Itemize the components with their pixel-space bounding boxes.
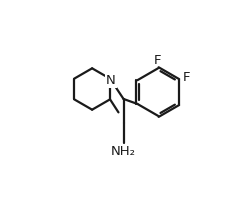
Text: N: N	[106, 74, 115, 87]
Text: F: F	[153, 54, 160, 67]
Text: F: F	[182, 71, 190, 84]
Text: NH₂: NH₂	[111, 144, 136, 158]
